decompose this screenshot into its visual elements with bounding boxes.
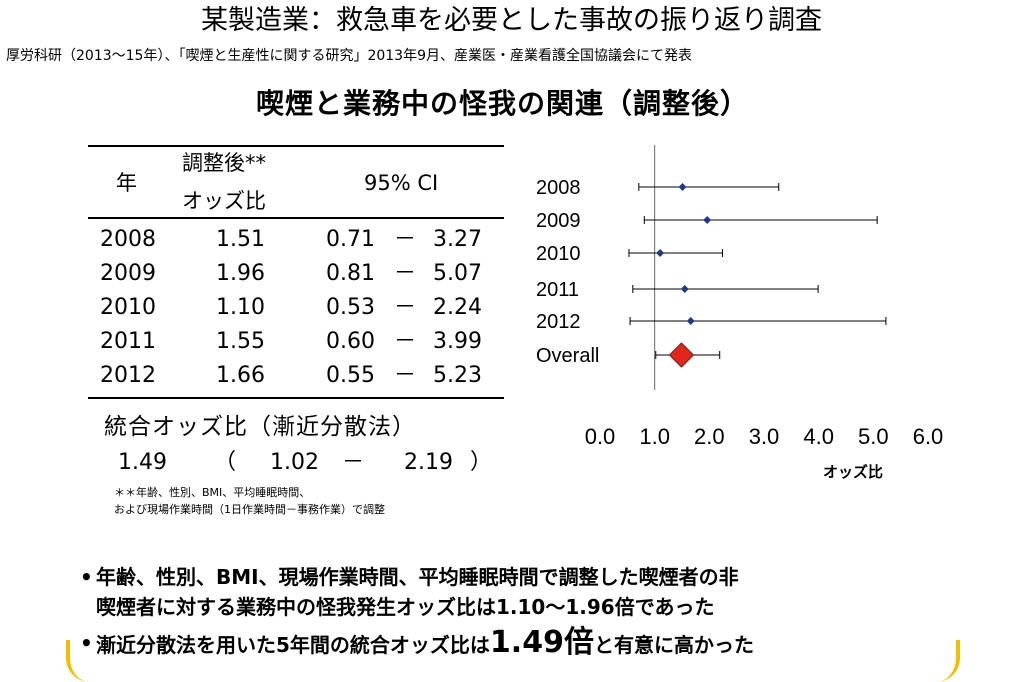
- cell-ci-high: 3.27: [433, 227, 482, 252]
- cell-ci-dash: －: [394, 329, 417, 354]
- header-ci: 95% CI: [364, 171, 439, 195]
- header-or-line2: オッズ比: [182, 189, 266, 213]
- pooled-or-label: 統合オッズ比（漸近分散法）: [104, 414, 416, 440]
- x-tick-label: 5.0: [858, 424, 889, 449]
- cell-year: 2008: [100, 227, 156, 252]
- x-tick-label: 6.0: [913, 424, 944, 449]
- cell-ci-dash: －: [394, 227, 417, 252]
- cell-ci-high: 5.23: [433, 363, 482, 388]
- cell-ci-low: 0.60: [326, 329, 375, 354]
- category-label: 2008: [536, 177, 581, 199]
- table-row: 2010 1.10 0.53 － 2.24: [88, 291, 504, 325]
- pooled-ci-low: 1.02: [270, 450, 319, 475]
- bullet-2: 漸近分散法を用いた5年間の統合オッズ比は1.49倍と有意に高かった: [80, 624, 960, 664]
- point-estimate: [680, 285, 689, 293]
- cell-ci-low: 0.71: [326, 227, 375, 252]
- cell-ci-high: 3.99: [433, 329, 482, 354]
- header-year: 年: [116, 171, 137, 195]
- point-estimate: [656, 249, 665, 257]
- table-bottom-rule: [88, 397, 504, 399]
- cell-ci-high: 5.07: [433, 261, 482, 286]
- cell-year: 2011: [100, 329, 156, 354]
- x-tick-label: 3.0: [749, 424, 780, 449]
- bullet-2-emphasis: 1.49倍: [489, 625, 594, 660]
- cell-or: 1.66: [216, 363, 265, 388]
- cell-or: 1.55: [216, 329, 265, 354]
- cell-year: 2010: [100, 295, 156, 320]
- footnote-line2: および現場作業時間（1日作業時間－事務作業）で調整: [114, 503, 385, 516]
- pooled-ci-high: 2.19: [404, 450, 453, 475]
- decorative-arc-left: [66, 640, 90, 682]
- source-citation: 厚労科研（2013～15年）、「喫煙と生産性に関する研究」2013年9月、産業医…: [6, 48, 692, 64]
- cell-or: 1.51: [216, 227, 265, 252]
- point-estimate: [703, 216, 712, 224]
- bullet-1-line1: 年齢、性別、BMI、現場作業時間、平均睡眠時間で調整した喫煙者の非: [96, 565, 739, 589]
- bullet-2-pre: 漸近分散法を用いた5年間の統合オッズ比は: [96, 633, 490, 657]
- decorative-arc-right: [936, 640, 960, 682]
- cell-ci-dash: －: [394, 295, 417, 320]
- summary-bullets: • 年齢、性別、BMI、現場作業時間、平均睡眠時間で調整した喫煙者の非 喫煙者に…: [80, 562, 960, 664]
- section-title: 喫煙と業務中の怪我の関連（調整後）: [256, 87, 750, 120]
- bullet-item: • 年齢、性別、BMI、現場作業時間、平均睡眠時間で調整した喫煙者の非 喫煙者に…: [80, 562, 960, 622]
- table-row: 2008 1.51 0.71 － 3.27: [88, 223, 504, 257]
- table-row: 2009 1.96 0.81 － 5.07: [88, 257, 504, 291]
- category-label: Overall: [536, 345, 599, 367]
- cell-ci-low: 0.55: [326, 363, 375, 388]
- page-title: 某製造業：救急車を必要とした事故の振り返り調査: [201, 5, 822, 36]
- table-header-rule: [88, 217, 504, 219]
- table-top-rule: [88, 145, 504, 147]
- cell-ci-low: 0.53: [326, 295, 375, 320]
- cell-year: 2012: [100, 363, 156, 388]
- point-estimate: [686, 317, 695, 325]
- x-tick-label: 0.0: [585, 424, 616, 449]
- pooled-close-paren: ）: [470, 450, 493, 475]
- forest-plot: 2008 2009 2010 2011 2012 Overall 0.0 1.0 2.0 3.0 4…: [536, 145, 944, 481]
- category-label: 2011: [536, 279, 579, 301]
- bullet-2-post: と有意に高かった: [593, 633, 754, 657]
- overall-diamond: [668, 342, 695, 368]
- x-tick-label: 4.0: [803, 424, 834, 449]
- footnote-line1: ＊＊年齢、性別、BMI、平均睡眠時間、: [114, 486, 311, 499]
- x-tick-label: 1.0: [639, 424, 670, 449]
- header-or-line1: 調整後**: [182, 151, 266, 175]
- cell-ci-dash: －: [394, 363, 417, 388]
- bullet-1-line2: 喫煙者に対する業務中の怪我発生オッズ比は1.10～1.96倍であった: [96, 595, 715, 619]
- cell-or: 1.96: [216, 261, 265, 286]
- footnote: ＊＊年齢、性別、BMI、平均睡眠時間、 および現場作業時間（1日作業時間－事務作…: [114, 484, 385, 518]
- x-tick-label: 2.0: [694, 424, 725, 449]
- table-row: 2011 1.55 0.60 － 3.99: [88, 325, 504, 359]
- pooled-or: 1.49: [118, 450, 167, 475]
- bullet-item: • 漸近分散法を用いた5年間の統合オッズ比は1.49倍と有意に高かった: [80, 624, 960, 664]
- category-label: 2012: [536, 311, 581, 333]
- pooled-ci-dash: －: [342, 450, 365, 475]
- bullet-dot: •: [80, 565, 93, 589]
- category-label: 2009: [536, 210, 581, 232]
- cell-ci-high: 2.24: [433, 295, 482, 320]
- table-row: 2012 1.66 0.55 － 5.23: [88, 359, 504, 393]
- cell-year: 2009: [100, 261, 156, 286]
- category-label: 2010: [536, 243, 581, 265]
- cell-ci-dash: －: [394, 261, 417, 286]
- cell-or: 1.10: [216, 295, 265, 320]
- pooled-open-paren: （: [214, 450, 237, 475]
- x-axis-label: オッズ比: [823, 463, 883, 481]
- cell-ci-low: 0.81: [326, 261, 375, 286]
- point-estimate: [678, 183, 687, 191]
